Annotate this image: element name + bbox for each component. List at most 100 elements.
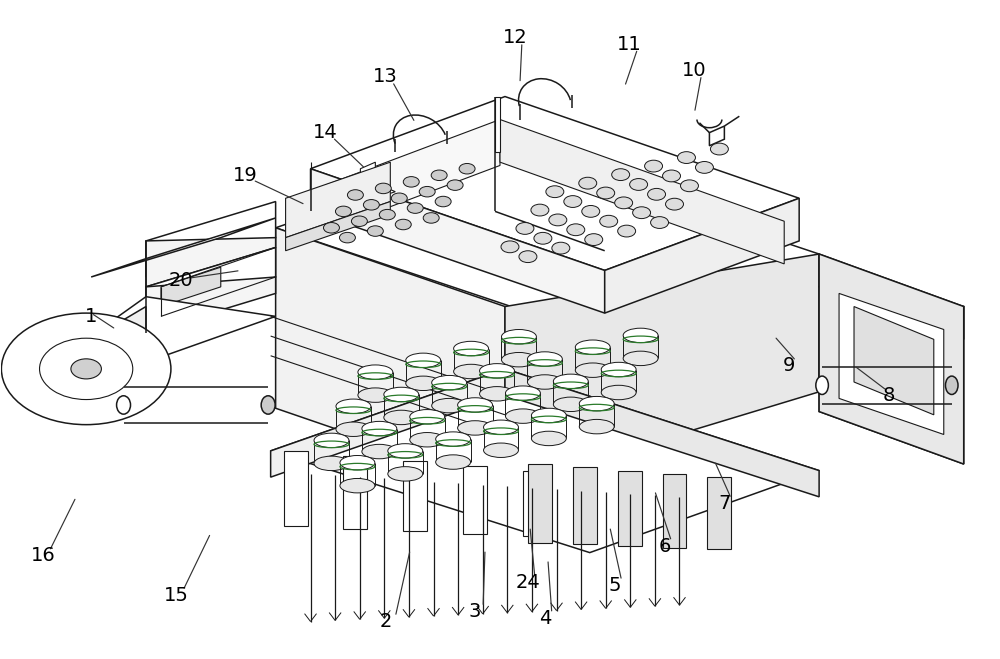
Ellipse shape [623,351,658,366]
Circle shape [567,224,585,236]
Ellipse shape [816,376,828,395]
Ellipse shape [384,387,419,402]
Circle shape [375,183,391,194]
Polygon shape [271,369,819,553]
Text: 13: 13 [373,67,398,86]
Text: 1: 1 [85,307,97,326]
Polygon shape [819,254,964,464]
Circle shape [666,198,683,210]
Text: 10: 10 [682,61,707,80]
Polygon shape [709,126,724,146]
Polygon shape [276,228,505,487]
Polygon shape [343,456,367,529]
Text: 15: 15 [163,586,188,605]
Circle shape [585,234,603,246]
Text: 16: 16 [31,546,56,565]
Ellipse shape [261,396,275,414]
Ellipse shape [432,376,467,390]
Ellipse shape [575,340,610,355]
Circle shape [618,225,636,237]
Polygon shape [528,464,552,543]
Ellipse shape [406,353,441,368]
Ellipse shape [527,375,562,389]
Text: 7: 7 [718,494,731,513]
Circle shape [579,177,597,189]
Circle shape [633,207,651,219]
Circle shape [549,214,567,226]
Ellipse shape [410,432,445,447]
Ellipse shape [575,363,610,378]
Text: 2: 2 [379,612,392,631]
Polygon shape [573,467,597,544]
Circle shape [516,223,534,235]
Polygon shape [271,369,505,477]
Polygon shape [146,202,276,277]
Polygon shape [86,297,276,362]
Circle shape [600,215,618,227]
Ellipse shape [454,364,489,379]
Ellipse shape [454,341,489,356]
Polygon shape [360,185,395,198]
Ellipse shape [388,467,423,481]
Polygon shape [500,119,784,264]
Circle shape [615,197,633,209]
Text: 14: 14 [313,123,338,142]
Ellipse shape [505,409,540,423]
Circle shape [403,177,419,187]
Ellipse shape [406,376,441,391]
Ellipse shape [484,443,518,457]
Ellipse shape [362,421,397,436]
Polygon shape [707,477,731,550]
Circle shape [367,226,383,237]
Circle shape [351,216,367,227]
Circle shape [695,161,713,173]
Polygon shape [403,461,427,531]
Ellipse shape [314,456,349,471]
Circle shape [612,169,630,181]
Ellipse shape [601,362,636,377]
Ellipse shape [480,364,514,378]
Ellipse shape [432,399,467,413]
Polygon shape [91,218,276,277]
Polygon shape [286,202,390,251]
Polygon shape [146,238,276,287]
Polygon shape [618,471,642,546]
Circle shape [447,180,463,190]
Ellipse shape [358,365,393,380]
Text: 19: 19 [233,166,258,185]
Text: 5: 5 [608,576,621,595]
Circle shape [546,186,564,198]
Circle shape [395,219,411,230]
Polygon shape [463,466,487,534]
Polygon shape [663,474,686,548]
Ellipse shape [601,386,636,400]
Polygon shape [819,254,964,339]
Ellipse shape [336,399,371,413]
Ellipse shape [531,431,566,445]
Circle shape [407,203,423,214]
Circle shape [435,196,451,207]
Polygon shape [854,306,934,415]
Ellipse shape [436,432,471,446]
Polygon shape [146,277,276,333]
Ellipse shape [945,376,958,395]
Circle shape [501,241,519,252]
Ellipse shape [623,328,658,343]
Circle shape [431,170,447,181]
Ellipse shape [501,330,536,344]
Circle shape [597,187,615,199]
Ellipse shape [505,386,540,401]
Text: 4: 4 [539,609,551,628]
Text: 12: 12 [503,28,527,47]
Polygon shape [161,267,221,306]
Polygon shape [311,169,605,313]
Ellipse shape [314,433,349,447]
Circle shape [582,206,600,217]
Ellipse shape [579,419,614,434]
Circle shape [1,313,171,424]
Circle shape [552,243,570,254]
Text: 3: 3 [469,602,481,621]
Circle shape [680,180,698,192]
Ellipse shape [531,408,566,422]
Polygon shape [286,162,390,238]
